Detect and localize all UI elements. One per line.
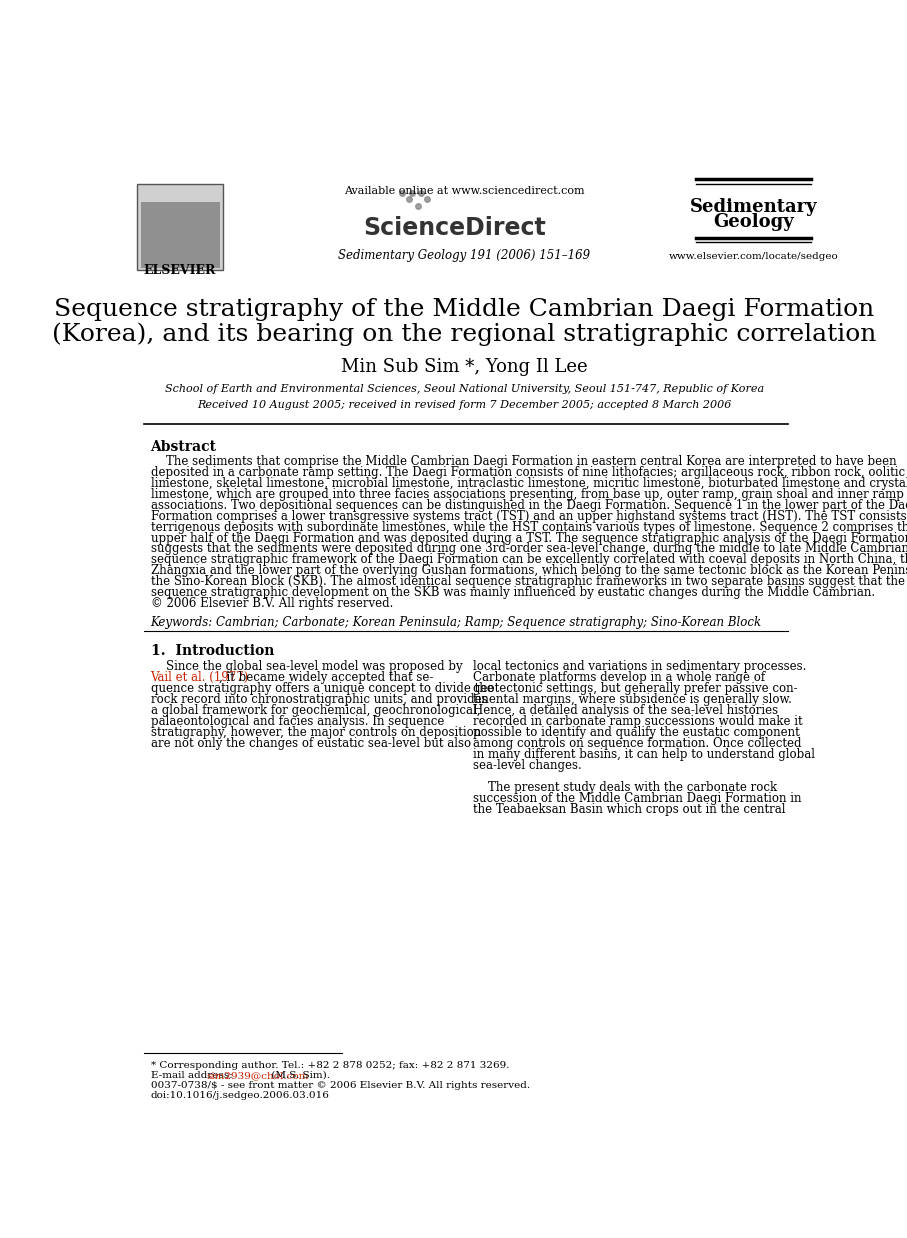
Text: limestone, which are grouped into three facies associations presenting, from bas: limestone, which are grouped into three … xyxy=(151,488,907,501)
Text: www.elsevier.com/locate/sedgeo: www.elsevier.com/locate/sedgeo xyxy=(668,251,838,261)
Text: Vail et al. (1977): Vail et al. (1977) xyxy=(151,671,249,685)
Text: stratigraphy, however, the major controls on deposition: stratigraphy, however, the major control… xyxy=(151,725,481,739)
Text: the Teabaeksan Basin which crops out in the central: the Teabaeksan Basin which crops out in … xyxy=(473,802,785,816)
Text: succession of the Middle Cambrian Daegi Formation in: succession of the Middle Cambrian Daegi … xyxy=(473,791,802,805)
Text: Abstract: Abstract xyxy=(151,439,217,453)
Text: Sedimentary Geology 191 (2006) 151–169: Sedimentary Geology 191 (2006) 151–169 xyxy=(338,249,590,261)
Text: ELSEVIER: ELSEVIER xyxy=(144,264,216,277)
Text: terrigenous deposits with subordinate limestones, while the HST contains various: terrigenous deposits with subordinate li… xyxy=(151,521,907,534)
Text: * Corresponding author. Tel.: +82 2 878 0252; fax: +82 2 871 3269.: * Corresponding author. Tel.: +82 2 878 … xyxy=(151,1061,509,1070)
Text: sequence stratigraphic framework of the Daegi Formation can be excellently corre: sequence stratigraphic framework of the … xyxy=(151,553,907,567)
Text: local tectonics and variations in sedimentary processes.: local tectonics and variations in sedime… xyxy=(473,660,806,673)
Text: associations. Two depositional sequences can be distinguished in the Daegi Forma: associations. Two depositional sequences… xyxy=(151,499,907,511)
Text: The sediments that comprise the Middle Cambrian Daegi Formation in eastern centr: The sediments that comprise the Middle C… xyxy=(151,456,896,468)
Text: E-mail address:: E-mail address: xyxy=(151,1071,236,1080)
Text: School of Earth and Environmental Sciences, Seoul National University, Seoul 151: School of Earth and Environmental Scienc… xyxy=(165,384,764,394)
Text: sim2939@chol.com: sim2939@chol.com xyxy=(207,1071,308,1080)
Text: palaeontological and facies analysis. In sequence: palaeontological and facies analysis. In… xyxy=(151,716,444,728)
Text: in many different basins, it can help to understand global: in many different basins, it can help to… xyxy=(473,748,815,761)
Text: geotectonic settings, but generally prefer passive con-: geotectonic settings, but generally pref… xyxy=(473,682,797,696)
Text: Geology: Geology xyxy=(713,213,794,232)
Text: recorded in carbonate ramp successions would make it: recorded in carbonate ramp successions w… xyxy=(473,716,803,728)
Text: Available online at www.sciencedirect.com: Available online at www.sciencedirect.co… xyxy=(344,186,585,196)
Text: © 2006 Elsevier B.V. All rights reserved.: © 2006 Elsevier B.V. All rights reserved… xyxy=(151,597,393,610)
Text: Since the global sea-level model was proposed by: Since the global sea-level model was pro… xyxy=(151,660,463,673)
Text: tinental margins, where subsidence is generally slow.: tinental margins, where subsidence is ge… xyxy=(473,693,792,706)
Text: sequence stratigraphic development on the SKB was mainly influenced by eustatic : sequence stratigraphic development on th… xyxy=(151,587,874,599)
Text: upper half of the Daegi Formation and was deposited during a TST. The sequence s: upper half of the Daegi Formation and wa… xyxy=(151,531,907,545)
Text: rock record into chronostratigraphic units, and provides: rock record into chronostratigraphic uni… xyxy=(151,693,487,706)
Text: Min Sub Sim *, Yong Il Lee: Min Sub Sim *, Yong Il Lee xyxy=(341,358,588,376)
Text: (Korea), and its bearing on the regional stratigraphic correlation: (Korea), and its bearing on the regional… xyxy=(53,323,877,347)
Text: (M.S. Sim).: (M.S. Sim). xyxy=(268,1071,330,1080)
Text: Keywords: Cambrian; Carbonate; Korean Peninsula; Ramp; Sequence stratigraphy; Si: Keywords: Cambrian; Carbonate; Korean Pe… xyxy=(151,615,762,629)
Bar xyxy=(141,203,219,267)
Text: , it became widely accepted that se-: , it became widely accepted that se- xyxy=(219,671,434,685)
Text: suggests that the sediments were deposited during one 3rd-order sea-level change: suggests that the sediments were deposit… xyxy=(151,542,907,556)
Text: doi:10.1016/j.sedgeo.2006.03.016: doi:10.1016/j.sedgeo.2006.03.016 xyxy=(151,1091,329,1101)
Text: The present study deals with the carbonate rock: The present study deals with the carbona… xyxy=(473,781,777,794)
Text: Received 10 August 2005; received in revised form 7 December 2005; accepted 8 Ma: Received 10 August 2005; received in rev… xyxy=(197,400,732,410)
Text: Sequence stratigraphy of the Middle Cambrian Daegi Formation: Sequence stratigraphy of the Middle Camb… xyxy=(54,298,874,321)
Text: ScienceDirect: ScienceDirect xyxy=(363,217,546,240)
Text: Hence, a detailed analysis of the sea-level histories: Hence, a detailed analysis of the sea-le… xyxy=(473,704,778,717)
Text: Carbonate platforms develop in a whole range of: Carbonate platforms develop in a whole r… xyxy=(473,671,766,685)
Text: Formation comprises a lower transgressive systems tract (TST) and an upper highs: Formation comprises a lower transgressiv… xyxy=(151,510,907,522)
Bar xyxy=(137,184,223,270)
Text: quence stratigraphy offers a unique concept to divide the: quence stratigraphy offers a unique conc… xyxy=(151,682,493,696)
Bar xyxy=(141,203,219,267)
Text: a global framework for geochemical, geochronological,: a global framework for geochemical, geoc… xyxy=(151,704,480,717)
Text: the Sino-Korean Block (SKB). The almost identical sequence stratigraphic framewo: the Sino-Korean Block (SKB). The almost … xyxy=(151,576,904,588)
Text: limestone, skeletal limestone, microbial limestone, intraclastic limestone, micr: limestone, skeletal limestone, microbial… xyxy=(151,477,907,490)
Text: 0037-0738/$ - see front matter © 2006 Elsevier B.V. All rights reserved.: 0037-0738/$ - see front matter © 2006 El… xyxy=(151,1081,530,1089)
Text: sea-level changes.: sea-level changes. xyxy=(473,759,581,771)
Text: Sedimentary: Sedimentary xyxy=(689,198,817,215)
Text: Zhangxia and the lower part of the overlying Gushan formations, which belong to : Zhangxia and the lower part of the overl… xyxy=(151,565,907,577)
Text: among controls on sequence formation. Once collected: among controls on sequence formation. On… xyxy=(473,737,802,750)
Text: 1.  Introduction: 1. Introduction xyxy=(151,644,274,657)
Text: deposited in a carbonate ramp setting. The Daegi Formation consists of nine lith: deposited in a carbonate ramp setting. T… xyxy=(151,465,904,479)
Text: possible to identify and qualify the eustatic component: possible to identify and qualify the eus… xyxy=(473,725,800,739)
Text: are not only the changes of eustatic sea-level but also: are not only the changes of eustatic sea… xyxy=(151,737,471,750)
